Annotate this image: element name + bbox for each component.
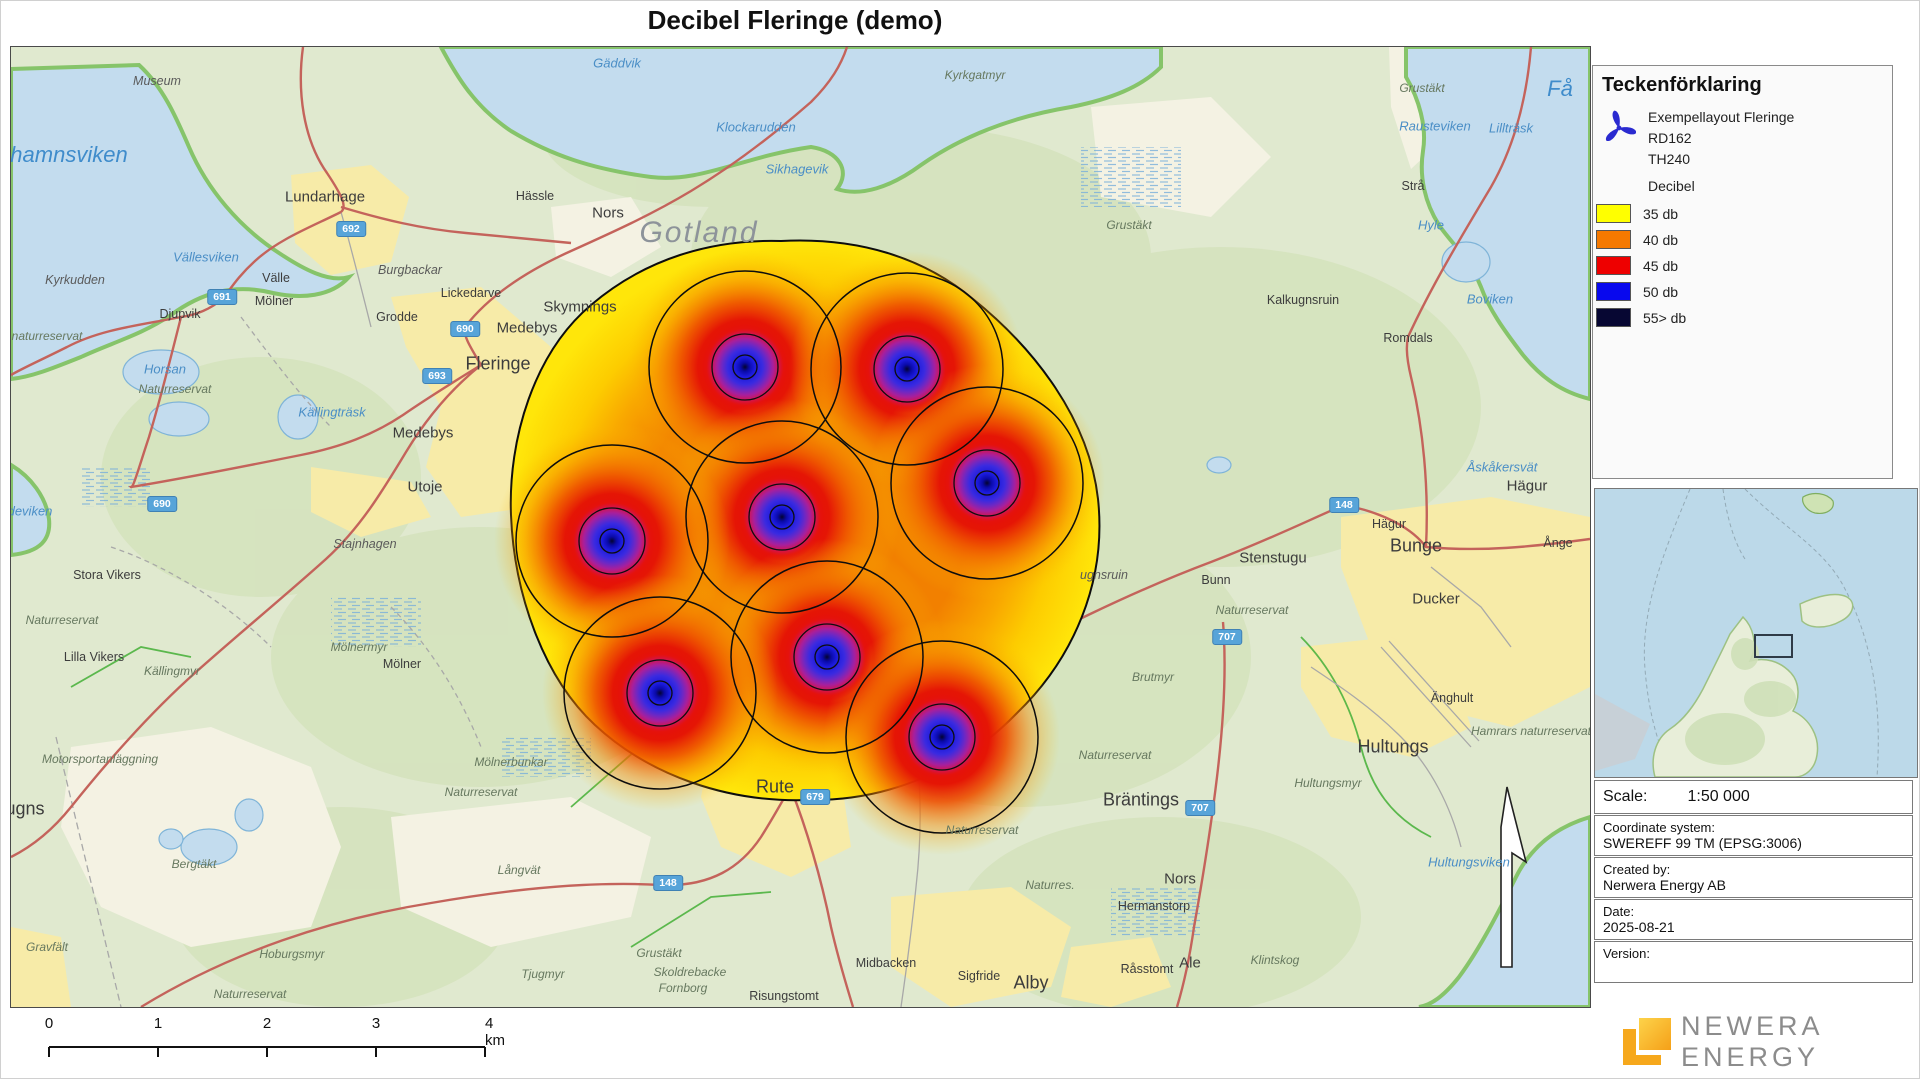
wind-turbine-icon (1605, 110, 1636, 142)
scalebar-number: 4 km (485, 1015, 505, 1049)
legend-group-label: Decibel (1648, 178, 1695, 194)
inset-restricted-fan (1595, 694, 1650, 771)
created-by-box: Created by: Nerwera Energy AB (1594, 857, 1913, 898)
legend-item: 45 db (1596, 256, 1892, 275)
scale-label: Scale: (1603, 788, 1648, 805)
legend-item-label: 45 db (1643, 257, 1679, 274)
legend-layer-line2: RD162 (1648, 130, 1692, 146)
legend-swatch-1 (1596, 230, 1631, 249)
logo-mark-icon (1617, 1013, 1675, 1071)
page-title: Decibel Fleringe (demo) (647, 5, 943, 35)
legend-item: 40 db (1596, 230, 1892, 249)
map-canvas[interactable]: hamnsviken Få Gäddvik Klockarudden Sikhagevi… (10, 46, 1591, 1008)
minor-roads (55, 211, 1512, 1007)
date-value: 2025-08-21 (1603, 919, 1675, 935)
date-box: Date: 2025-08-21 (1594, 899, 1913, 940)
coordinate-system-label: Coordinate system: (1603, 820, 1715, 835)
date-label: Date: (1603, 904, 1635, 919)
company-logo: NEWERA ENERGY (1617, 1011, 1907, 1072)
legend-layer-name: Exempellayout Fleringe (1648, 109, 1795, 125)
legend-item: 35 db (1596, 204, 1892, 223)
sea-polygons (11, 47, 1590, 1007)
version-box: Version: (1594, 941, 1913, 983)
scalebar-number: 3 (371, 1015, 381, 1032)
legend-item: 50 db (1596, 282, 1892, 301)
scale-box: Scale: 1:50 000 (1594, 780, 1913, 814)
legend-swatch-3 (1596, 282, 1631, 301)
logo-text: NEWERA ENERGY (1681, 1011, 1823, 1072)
legend-layer-line3: TH240 (1648, 151, 1691, 167)
map-base-svg (11, 47, 1590, 1007)
scalebar-number: 0 (44, 1015, 54, 1032)
legend-item-label: 55> db (1643, 309, 1687, 326)
created-by-value: Nerwera Energy AB (1603, 877, 1726, 893)
inset-north-island (1802, 492, 1834, 514)
legend-item-label: 40 db (1643, 231, 1679, 248)
legend-item: 55> db (1596, 308, 1892, 327)
noise-blob (494, 239, 1105, 855)
coordinate-system-box: Coordinate system: SWEREFF 99 TM (EPSG:3… (1594, 815, 1913, 856)
legend-item-label: 50 db (1643, 283, 1679, 300)
coordinate-system-value: SWEREFF 99 TM (EPSG:3006) (1603, 835, 1802, 851)
scalebar-ticks (48, 1046, 486, 1057)
lakes (122, 241, 1491, 866)
legend-items: 35 db 40 db 45 db 50 db 55> db (1593, 204, 1892, 327)
noise-contour-lines (515, 270, 1084, 834)
map-info-panels: Scale: 1:50 000 Coordinate system: SWERE… (1594, 780, 1913, 984)
turbine-noise-cores (568, 323, 1031, 781)
legend-panel: Teckenförklaring Exempellayout Fleringe … (1592, 65, 1893, 479)
inset-land-texture (1685, 638, 1796, 765)
legend-swatch-2 (1596, 256, 1631, 275)
turbine-noise-halos (494, 249, 1105, 855)
scalebar-number: 1 (153, 1015, 163, 1032)
overview-inset-map (1594, 488, 1918, 778)
created-by-label: Created by: (1603, 862, 1671, 877)
scalebar-number: 2 (262, 1015, 272, 1032)
scale-value: 1:50 000 (1687, 788, 1750, 805)
legend-swatch-0 (1596, 204, 1631, 223)
legend-swatch-4 (1596, 308, 1631, 327)
version-label: Version: (1603, 946, 1650, 961)
inset-extent-rectangle (1754, 634, 1793, 658)
legend-item-label: 35 db (1643, 205, 1679, 222)
north-arrow (1500, 786, 1528, 968)
scalebar: 0 1 2 3 4 km (37, 1009, 527, 1071)
legend-title: Teckenförklaring (1602, 74, 1762, 96)
